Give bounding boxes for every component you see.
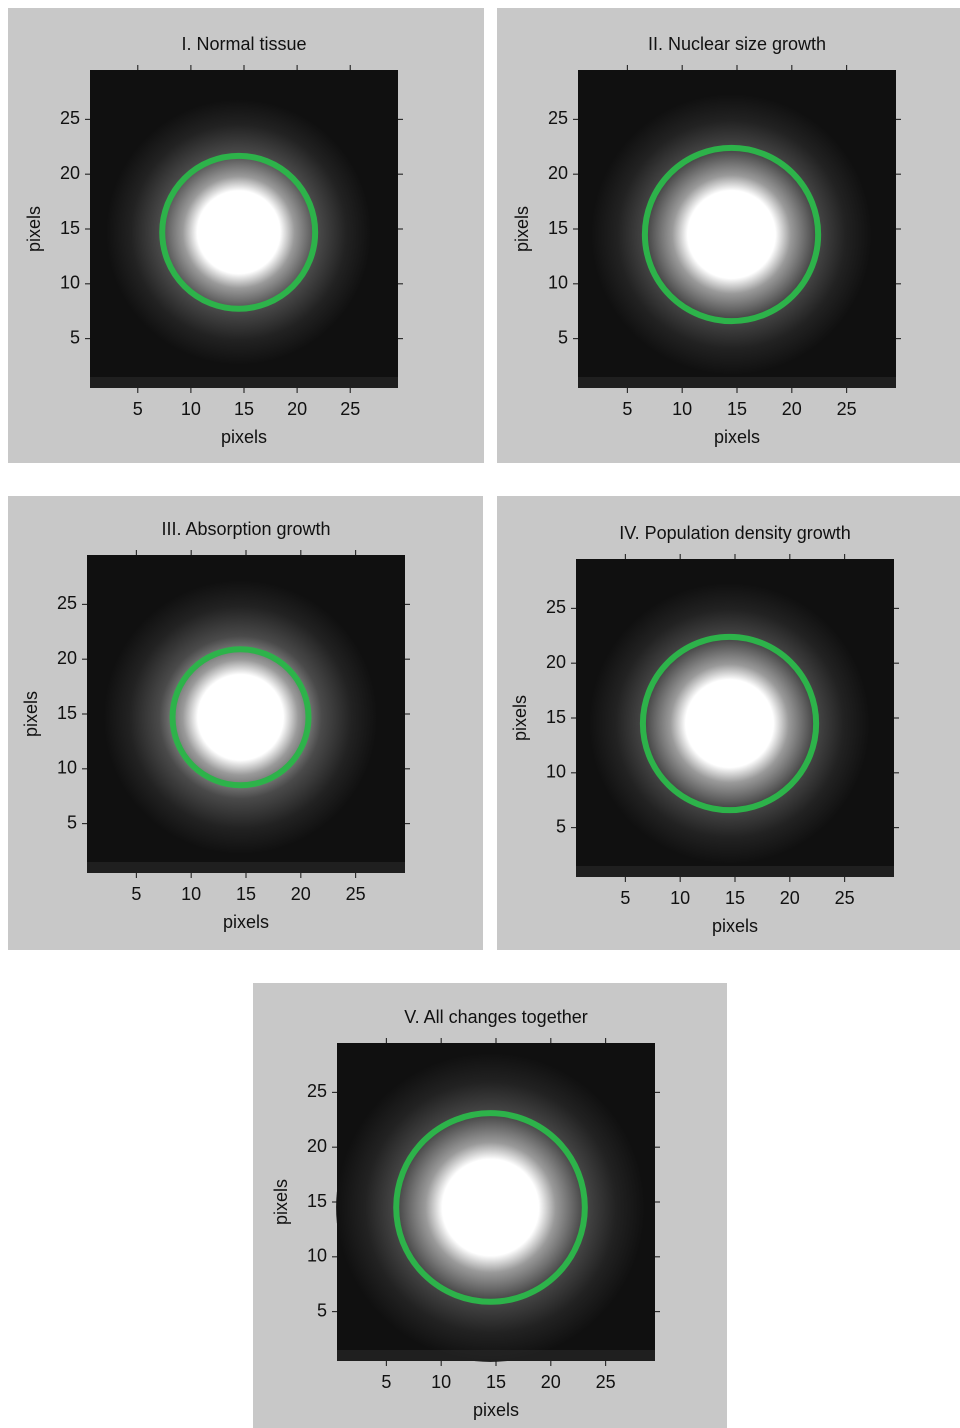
y-tick-label: 5 xyxy=(70,327,80,347)
panel: 5 10 15 20 25 5 10 15 20 25 V. All changes togethe… xyxy=(253,983,727,1428)
bottom-strip xyxy=(337,1350,655,1361)
y-tick-label: 10 xyxy=(307,1246,327,1266)
chart-title: V. All changes together xyxy=(404,1007,587,1027)
x-tick-label: 10 xyxy=(672,399,692,419)
x-tick-label: 15 xyxy=(725,888,745,908)
x-tick-label: 20 xyxy=(541,1372,561,1392)
y-tick-label: 5 xyxy=(558,327,568,347)
x-tick-label: 10 xyxy=(431,1372,451,1392)
y-tick-label: 20 xyxy=(60,163,80,183)
y-axis-label: pixels xyxy=(271,1179,291,1225)
x-axis-label: pixels xyxy=(221,427,267,447)
bottom-strip xyxy=(87,862,405,873)
x-tick-label: 25 xyxy=(346,884,366,904)
y-tick-label: 10 xyxy=(60,273,80,293)
y-tick-label: 25 xyxy=(546,597,566,617)
y-tick-label: 20 xyxy=(548,163,568,183)
x-tick-label: 5 xyxy=(381,1372,391,1392)
x-tick-label: 15 xyxy=(727,399,747,419)
x-tick-label: 15 xyxy=(234,399,254,419)
x-tick-label: 20 xyxy=(287,399,307,419)
y-tick-label: 25 xyxy=(57,593,77,613)
x-axis-label: pixels xyxy=(473,1400,519,1420)
y-axis-label: pixels xyxy=(510,695,530,741)
nucleus-circle xyxy=(159,152,319,312)
x-tick-label: 15 xyxy=(236,884,256,904)
chart-title: II. Nuclear size growth xyxy=(648,34,826,54)
y-tick-label: 15 xyxy=(60,218,80,238)
nucleus-circle xyxy=(641,144,822,325)
y-tick-label: 20 xyxy=(57,648,77,668)
x-tick-label: 25 xyxy=(835,888,855,908)
bottom-strip xyxy=(578,377,896,388)
panel: 5 10 15 20 25 5 10 15 20 25 I. Normal tissue pixels… xyxy=(8,8,484,463)
y-tick-label: 15 xyxy=(307,1191,327,1211)
y-tick-label: 5 xyxy=(67,812,77,832)
x-tick-label: 5 xyxy=(620,888,630,908)
x-axis-label: pixels xyxy=(223,912,269,932)
x-tick-label: 10 xyxy=(670,888,690,908)
y-tick-label: 20 xyxy=(546,652,566,672)
nucleus-circle xyxy=(393,1110,588,1305)
bright-spot xyxy=(589,583,870,864)
y-tick-label: 5 xyxy=(317,1300,327,1320)
bright-spot xyxy=(103,580,378,855)
x-axis-label: pixels xyxy=(714,427,760,447)
x-tick-label: 5 xyxy=(622,399,632,419)
chart-title: III. Absorption growth xyxy=(161,519,330,539)
x-tick-label: 25 xyxy=(340,399,360,419)
y-tick-label: 20 xyxy=(307,1136,327,1156)
x-axis-label: pixels xyxy=(712,916,758,936)
y-tick-label: 15 xyxy=(546,707,566,727)
x-tick-label: 10 xyxy=(181,884,201,904)
bottom-strip xyxy=(576,866,894,877)
x-tick-label: 10 xyxy=(181,399,201,419)
bright-spot xyxy=(106,99,372,365)
x-tick-label: 25 xyxy=(596,1372,616,1392)
chart-title: I. Normal tissue xyxy=(181,34,306,54)
y-tick-label: 25 xyxy=(548,108,568,128)
x-tick-label: 5 xyxy=(133,399,143,419)
panel: 5 10 15 20 25 5 10 15 20 25 III. Absorption growth… xyxy=(8,496,483,950)
x-tick-label: 25 xyxy=(837,399,857,419)
y-tick-label: 10 xyxy=(546,762,566,782)
x-tick-label: 20 xyxy=(291,884,311,904)
x-tick-label: 20 xyxy=(780,888,800,908)
y-tick-label: 5 xyxy=(556,816,566,836)
bright-spot xyxy=(591,94,872,375)
y-tick-label: 10 xyxy=(548,273,568,293)
x-tick-label: 15 xyxy=(486,1372,506,1392)
panel: 5 10 15 20 25 5 10 15 20 25 II. Nuclear size growt… xyxy=(497,8,960,463)
y-tick-label: 25 xyxy=(307,1081,327,1101)
bottom-strip xyxy=(90,377,398,388)
y-tick-label: 10 xyxy=(57,758,77,778)
panel: 5 10 15 20 25 5 10 15 20 25 IV. Population density… xyxy=(497,496,960,950)
x-tick-label: 5 xyxy=(131,884,141,904)
y-axis-label: pixels xyxy=(21,691,41,737)
bright-spot xyxy=(336,1053,645,1362)
y-axis-label: pixels xyxy=(24,206,44,252)
nucleus-circle xyxy=(169,646,312,789)
chart-title: IV. Population density growth xyxy=(619,523,851,543)
y-tick-label: 15 xyxy=(57,703,77,723)
y-tick-label: 15 xyxy=(548,218,568,238)
y-tick-label: 25 xyxy=(60,108,80,128)
x-tick-label: 20 xyxy=(782,399,802,419)
nucleus-circle xyxy=(639,633,820,814)
y-axis-label: pixels xyxy=(512,206,532,252)
